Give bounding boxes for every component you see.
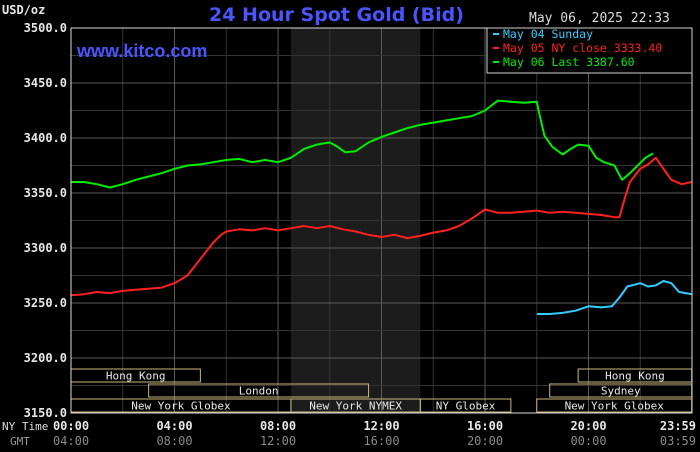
x-tick-label-ny: 00:00 bbox=[53, 419, 89, 433]
market-session-box bbox=[148, 383, 370, 398]
y-tick-label: 3350.0 bbox=[24, 186, 67, 200]
chart-date: May 06, 2025 22:33 bbox=[529, 11, 670, 26]
x-tick-label-ny: 12:00 bbox=[363, 419, 399, 433]
market-session-label: New York Globex bbox=[131, 400, 231, 413]
series-line bbox=[70, 156, 692, 297]
brand-watermark: www.kitco.com bbox=[76, 41, 207, 61]
x-axis-ticks: 00:0004:0004:0008:0008:0012:0012:0016:00… bbox=[53, 419, 696, 448]
market-sessions: Hong Kong Hong Kong London Sydney New York G… bbox=[70, 368, 693, 413]
market-session-label: Sydney bbox=[601, 385, 641, 398]
x-tick-label-gmt: 20:00 bbox=[467, 434, 503, 448]
y-axis-unit: USD/oz bbox=[2, 3, 45, 17]
x-tick-label-ny: 08:00 bbox=[260, 419, 296, 433]
ny-time-label: NY Time bbox=[2, 420, 48, 433]
y-tick-label: 3450.0 bbox=[24, 76, 67, 90]
market-session-label: New York Globex bbox=[565, 400, 665, 413]
market-session-label: London bbox=[239, 385, 279, 398]
legend-entry: May 06 Last 3387.60 bbox=[503, 55, 635, 69]
y-tick-label: 3150.0 bbox=[24, 406, 67, 420]
y-tick-label: 3250.0 bbox=[24, 296, 67, 310]
legend-entry: May 05 NY close 3333.40 bbox=[503, 41, 662, 55]
y-axis-ticks: 3500.0 3450.0 3400.0 3350.0 3300.0 3250.0 3200… bbox=[24, 21, 67, 420]
y-tick-label: 3500.0 bbox=[24, 21, 67, 35]
plot-frame bbox=[70, 27, 693, 414]
series-line bbox=[71, 99, 654, 189]
x-tick-label-ny: 20:00 bbox=[570, 419, 606, 433]
grid-lines bbox=[70, 27, 693, 414]
x-tick-label-gmt: 16:00 bbox=[363, 434, 399, 448]
y-tick-label: 3200.0 bbox=[24, 351, 67, 365]
x-tick-label-gmt: 00:00 bbox=[570, 434, 606, 448]
y-tick-label: 3300.0 bbox=[24, 241, 67, 255]
x-tick-label-ny: 04:00 bbox=[156, 419, 192, 433]
market-session-label: New York NYMEX bbox=[309, 400, 402, 413]
x-tick-label-gmt: 04:00 bbox=[53, 434, 89, 448]
x-tick-label-gmt: 08:00 bbox=[156, 434, 192, 448]
market-session-label: NY Globex bbox=[436, 400, 496, 413]
y-tick-label: 3400.0 bbox=[24, 131, 67, 145]
x-tick-label-ny: 16:00 bbox=[467, 419, 503, 433]
x-tick-label-ny: 23:59 bbox=[660, 419, 696, 433]
legend-box bbox=[486, 27, 693, 74]
series-lines bbox=[70, 99, 692, 315]
market-session-label: Hong Kong bbox=[605, 370, 665, 383]
gmt-label: GMT bbox=[10, 435, 30, 448]
series-line bbox=[536, 280, 692, 315]
x-tick-label-gmt: 12:00 bbox=[260, 434, 296, 448]
legend-entry: May 04 Sunday bbox=[503, 27, 593, 41]
chart-title: 24 Hour Spot Gold (Bid) bbox=[209, 4, 464, 26]
market-session-box bbox=[419, 398, 512, 413]
x-tick-label-gmt: 03:59 bbox=[660, 434, 696, 448]
market-session-label: Hong Kong bbox=[106, 370, 166, 383]
